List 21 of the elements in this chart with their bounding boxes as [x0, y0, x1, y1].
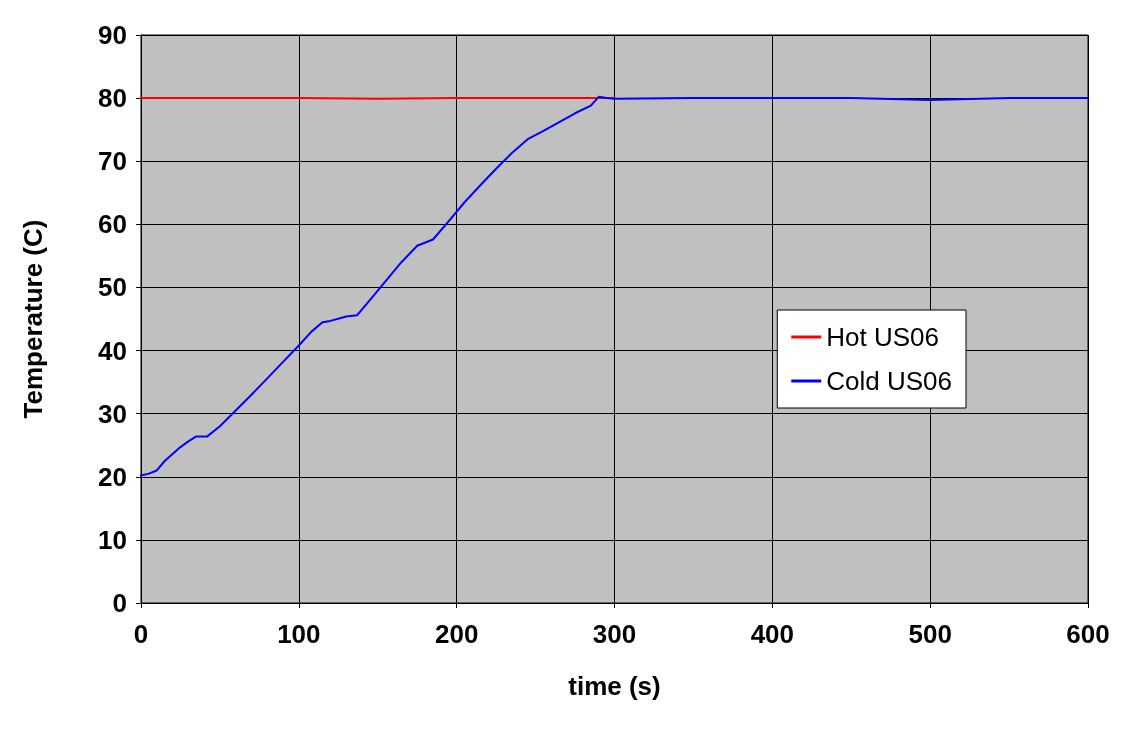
y-tick-label: 70 — [98, 146, 127, 177]
y-tick-label: 0 — [112, 588, 127, 618]
x-tick-label: 100 — [277, 619, 321, 649]
y-tick-label: 50 — [98, 272, 127, 303]
y-tick-label: 20 — [98, 461, 127, 492]
x-tick-label: 500 — [908, 619, 952, 649]
y-tick-label: 30 — [98, 398, 127, 429]
legend-label: Cold US06 — [826, 366, 952, 396]
x-tick-label: 200 — [434, 619, 479, 649]
x-tick-label: 0 — [133, 619, 149, 649]
x-axis-title: time (s) — [568, 671, 661, 701]
y-tick-label: 90 — [98, 20, 127, 50]
y-tick-label: 40 — [98, 335, 127, 366]
y-tick-label: 60 — [98, 209, 127, 240]
y-tick-label: 10 — [98, 524, 127, 555]
y-axis-title: Temperature (C) — [18, 219, 48, 419]
x-tick-label: 400 — [750, 619, 795, 649]
legend-label: Hot US06 — [826, 322, 939, 352]
x-tick-label: 600 — [1066, 619, 1110, 649]
x-tick-label: 300 — [592, 619, 637, 649]
y-tick-label: 80 — [98, 83, 127, 114]
